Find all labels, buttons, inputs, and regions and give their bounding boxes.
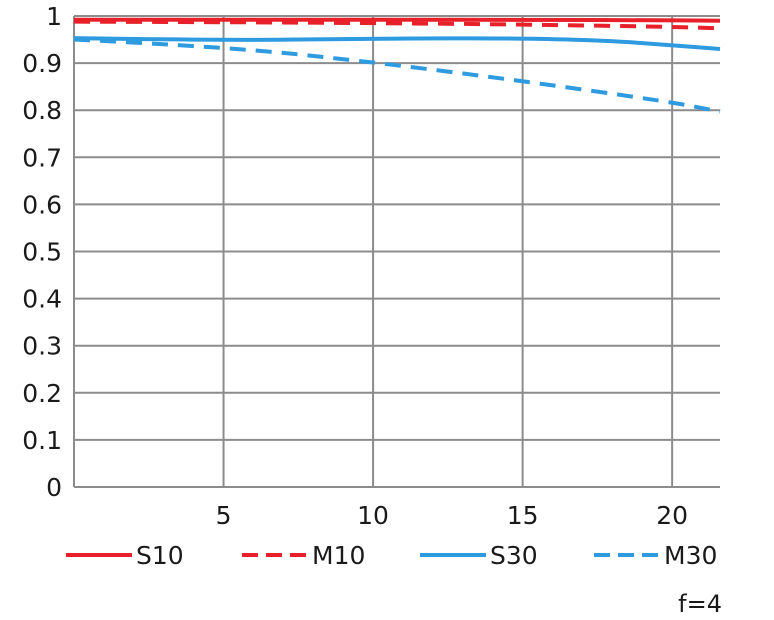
y-tick-label: 0.5 bbox=[22, 238, 62, 267]
x-tick-label: 20 bbox=[656, 501, 688, 530]
x-tick-label: 5 bbox=[216, 501, 232, 530]
legend-label-m30: M30 bbox=[664, 541, 717, 570]
y-tick-label: 0.3 bbox=[22, 332, 62, 361]
legend: S10 M10 S30 M30 bbox=[66, 541, 717, 570]
legend-label-m10: M10 bbox=[312, 541, 365, 570]
series-line-m30 bbox=[73, 37, 721, 114]
y-tick-label: 0 bbox=[46, 473, 62, 502]
y-tick-label: 0.4 bbox=[22, 285, 62, 314]
series-line-s30 bbox=[73, 36, 721, 51]
y-tick-label: 0.9 bbox=[22, 49, 62, 78]
x-tick-label: 15 bbox=[507, 501, 539, 530]
series-line-m10 bbox=[73, 19, 721, 31]
grid bbox=[73, 15, 720, 488]
series-line-s10 bbox=[74, 17, 721, 23]
y-tick-label: 0.7 bbox=[22, 143, 62, 172]
legend-label-s30: S30 bbox=[490, 541, 538, 570]
x-tick-label: 10 bbox=[357, 501, 389, 530]
y-tick-label: 0.2 bbox=[22, 379, 62, 408]
y-tick-label: 0.6 bbox=[22, 190, 62, 219]
y-tick-label: 1 bbox=[46, 2, 62, 31]
y-tick-label: 0.8 bbox=[22, 96, 62, 125]
y-tick-label: 0.1 bbox=[22, 426, 62, 455]
series-lines bbox=[73, 17, 721, 114]
x-axis-ticks: 5 10 15 20 bbox=[216, 501, 688, 530]
y-axis-ticks: 0 0.1 0.2 0.3 0.4 0.5 0.6 0.7 0.8 0.9 1 bbox=[22, 2, 62, 502]
legend-label-s10: S10 bbox=[136, 541, 184, 570]
footer-label: f=4 bbox=[678, 590, 722, 618]
